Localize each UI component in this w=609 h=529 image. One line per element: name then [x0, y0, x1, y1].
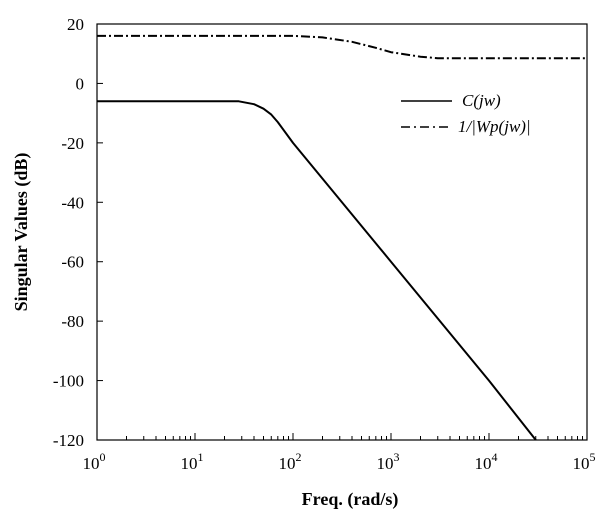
- y-tick-label: 0: [76, 74, 85, 93]
- x-tick-labels: 100 101 102 103 104 105: [83, 450, 596, 473]
- tick-marks: [96, 23, 588, 441]
- legend: C(jw) 1/|Wp(jw)|: [401, 91, 531, 136]
- y-tick-label: -40: [61, 193, 84, 212]
- x-tick-label: 102: [279, 450, 302, 473]
- series-layer: [97, 34, 587, 441]
- x-axis-title: Freq. (rad/s): [302, 489, 399, 510]
- y-tick-label: -80: [61, 312, 84, 331]
- x-tick-label: 104: [475, 450, 498, 473]
- y-axis-title: Singular Values (dB): [11, 153, 32, 312]
- y-tick-label: 20: [67, 15, 84, 34]
- x-tick-label: 105: [573, 450, 596, 473]
- legend-label-c-jw: C(jw): [462, 91, 501, 110]
- plot-area-frame: [96, 23, 588, 441]
- x-tick-label: 103: [377, 450, 400, 473]
- x-tick-label: 100: [83, 450, 106, 473]
- y-tick-label: -120: [53, 431, 84, 450]
- y-tick-labels: 20 0 -20 -40 -60 -80 -100 -120: [53, 15, 84, 450]
- y-tick-label: -60: [61, 253, 84, 272]
- series-line-inverse-wp: [97, 34, 587, 60]
- series-line-c-jw: [97, 100, 537, 441]
- legend-label-inverse-wp: 1/|Wp(jw)|: [458, 117, 531, 136]
- x-tick-label: 101: [181, 450, 204, 473]
- y-tick-label: -100: [53, 372, 84, 391]
- y-tick-label: -20: [61, 134, 84, 153]
